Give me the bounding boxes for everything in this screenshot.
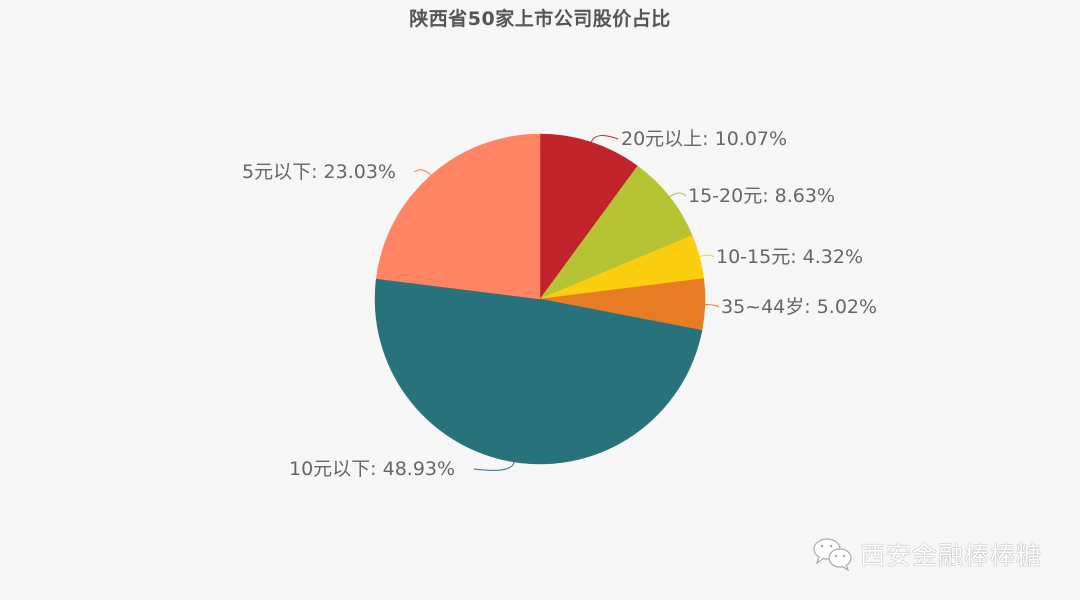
watermark: 西安金融棒棒糖 <box>812 536 1042 572</box>
pie-slices <box>374 133 706 465</box>
wechat-icon <box>813 538 852 572</box>
label-10-15: 10-15元: 4.32% <box>716 246 864 268</box>
label-leader-lines <box>413 135 720 471</box>
leader-line <box>413 169 432 176</box>
chart-title: 陕西省50家上市公司股价占比 <box>409 8 671 30</box>
label-under-5: 5元以下: 23.03% <box>242 161 396 183</box>
label-under-10: 10元以下: 48.93% <box>289 458 456 480</box>
label-15-20: 15-20元: 8.63% <box>688 185 836 207</box>
leader-line <box>669 192 687 198</box>
pie-slice <box>539 165 693 300</box>
leader-line <box>590 135 619 143</box>
leader-line <box>704 303 720 308</box>
label-35-44: 35~44岁: 5.02% <box>721 296 878 318</box>
watermark-text: 西安金融棒棒糖 <box>860 541 1043 570</box>
leader-line <box>699 254 715 258</box>
label-20-above: 20元以上: 10.07% <box>621 128 788 150</box>
leader-line <box>473 461 515 471</box>
pie-slice <box>375 133 541 300</box>
